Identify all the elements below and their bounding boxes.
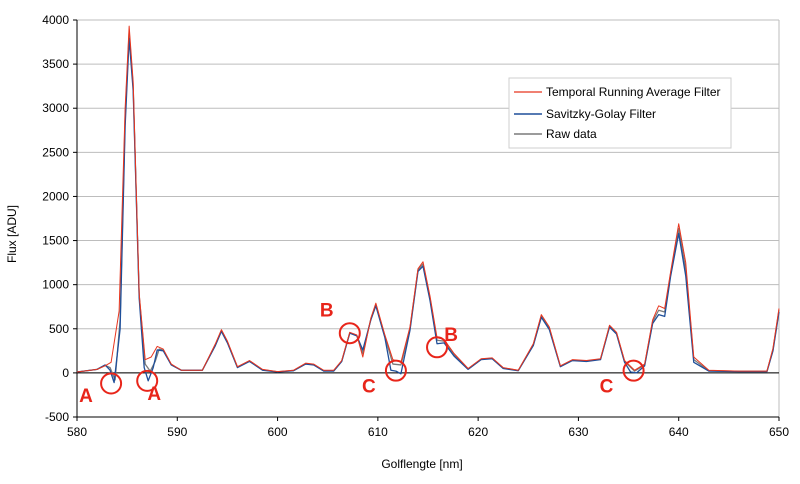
tick-labels: -500 0 500 1000 1500 2000 2500 3000 3500 4000 580 5… [42, 13, 789, 439]
annotation-circle [338, 322, 361, 345]
y-tick-label: 2000 [42, 189, 69, 203]
legend-label-raw: Raw data [546, 127, 597, 141]
x-tick-label: 620 [468, 425, 488, 439]
annotation-circle [100, 372, 123, 395]
legend-label-temporal: Temporal Running Average Filter [546, 85, 721, 99]
annotation-circle [136, 369, 159, 392]
annotation-circle [384, 359, 407, 382]
annotation-label-a: A [147, 384, 161, 405]
savitzky-golay-line [76, 37, 780, 384]
x-tick-label: 630 [568, 425, 588, 439]
y-tick-label: 0 [62, 366, 69, 380]
annotation-label-b: B [444, 325, 458, 346]
y-tick-label: 4000 [42, 13, 69, 27]
y-tick-label: 3000 [42, 101, 69, 115]
y-tick-label: 1500 [42, 234, 69, 248]
axes [73, 19, 780, 421]
x-tick-label: 590 [167, 425, 187, 439]
legend-label-savitzky: Savitzky-Golay Filter [546, 107, 656, 121]
x-tick-label: 640 [669, 425, 689, 439]
annotation-circle [426, 336, 449, 359]
y-tick-label: -500 [45, 410, 69, 424]
raw-data-line [76, 31, 780, 381]
x-axis-title: Golflengte [nm] [381, 457, 462, 471]
annotation-label-a: A [79, 386, 93, 407]
legend: Temporal Running Average Filter Savitzky… [508, 77, 732, 149]
annotation-label-b: B [320, 300, 334, 321]
legend-box [508, 77, 732, 149]
x-tick-label: 600 [268, 425, 288, 439]
x-tick-label: 610 [368, 425, 388, 439]
annotations: A A B C B C [79, 300, 645, 407]
y-tick-label: 1000 [42, 278, 69, 292]
y-tick-label: 3500 [42, 57, 69, 71]
annotation-circle [622, 359, 645, 382]
y-tick-label: 2500 [42, 145, 69, 159]
annotation-label-c: C [600, 376, 614, 397]
annotation-label-c: C [362, 376, 376, 397]
y-axis-title: Flux [ADU] [5, 205, 19, 263]
y-tick-label: 500 [49, 322, 69, 336]
x-tick-label: 650 [769, 425, 789, 439]
x-tick-label: 580 [67, 425, 87, 439]
